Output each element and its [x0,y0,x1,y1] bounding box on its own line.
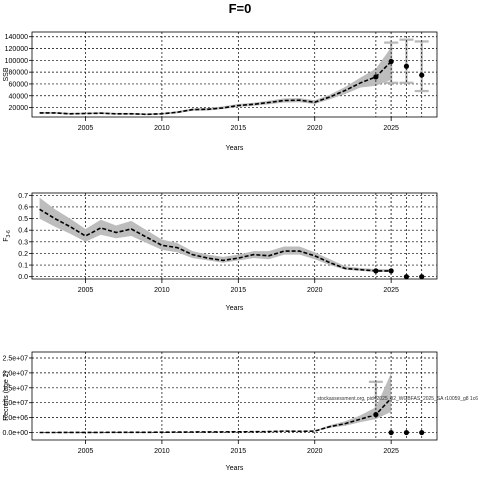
ssb-panel: 2005 2010 2015 2020 2025 20000 40000 60000 80000… [3,31,438,152]
plot-frame [31,31,438,118]
confidence-band [39,197,392,272]
x-tick-label: 2015 [231,448,247,455]
x-axis-label: Years [226,145,244,152]
recruitment-panel: 2005 2010 2015 2020 2025 0.0e+00 5.0e+06 1.0e+0… [3,351,438,472]
y-axis-label: SSB [3,67,10,81]
data-point [388,268,394,274]
x-tick-label: 2010 [154,448,170,455]
y-tick-label: 0.0e+00 [3,430,29,437]
y-tick-label: 0.7 [18,193,28,200]
y-tick-label: 2.0e+07 [3,370,29,377]
data-point [419,72,425,78]
x-axis-label: Years [226,465,244,472]
y-tick-label: 5.0e+06 [3,415,29,422]
y-axis-label: Recruits (age 2) [3,371,10,421]
data-point [373,268,379,274]
estimate-line [39,60,392,116]
y-tick-label: 0.0 [18,274,28,281]
data-point [388,429,394,436]
y-tick-label: 0.6 [18,204,28,211]
x-tick-label: 2020 [307,448,323,455]
y-tick-label: 0.5 [18,216,28,223]
y-axis-label: F3-6 [3,230,12,242]
y-tick-label: 20000 [9,105,29,112]
y-tick-label: 1.5e+07 [3,385,29,392]
x-tick-label: 2015 [231,287,247,294]
data-point [419,429,425,436]
plot-frame [31,351,438,441]
data-point [373,412,379,418]
watermark-text: stockassessment.org, pid=2025_02_WGBFAS_… [317,396,478,402]
y-tick-label: 0.2 [18,251,28,258]
x-tick-label: 2010 [154,125,170,132]
y-tick-label: 100000 [5,58,28,65]
x-tick-label: 2015 [231,125,247,132]
y-tick-label: 120000 [5,46,28,53]
plot-frame [31,192,438,280]
y-tick-label: 80000 [9,70,29,77]
y-tick-label: 40000 [9,93,29,100]
data-point [403,274,410,280]
data-point [373,74,379,80]
y-tick-label: 2.5e+07 [3,355,29,362]
y-tick-label: 140000 [5,34,28,41]
x-tick-label: 2005 [78,287,94,294]
x-tick-label: 2025 [383,125,399,132]
y-tick-label: 0.3 [18,239,28,246]
f-panel: 2005 2010 2015 2020 2025 0.0 0.1 0.2 0.3 0.4 0.5 0.… [3,192,438,312]
estimate-line [39,208,392,272]
chart-title: F=0 [229,1,252,16]
data-point [403,63,410,69]
estimate-line [39,397,392,434]
y-tick-label: 60000 [9,81,29,88]
y-axis-label-sub: 3-6 [6,230,12,237]
x-tick-label: 2010 [154,287,170,294]
x-tick-label: 2025 [383,448,399,455]
y-tick-label: 1.0e+07 [3,400,29,407]
y-tick-label: 0.1 [18,263,28,270]
x-axis-label: Years [226,305,244,312]
y-tick-label: 0.4 [18,228,28,235]
y-axis-label-main: F [3,237,10,241]
x-tick-label: 2025 [383,287,399,294]
x-tick-label: 2005 [78,125,94,132]
data-point [419,274,425,280]
x-tick-label: 2020 [307,287,323,294]
data-point [403,429,410,436]
confidence-band [39,47,392,116]
x-tick-label: 2005 [78,448,94,455]
x-tick-label: 2020 [307,125,323,132]
data-point [388,58,394,65]
